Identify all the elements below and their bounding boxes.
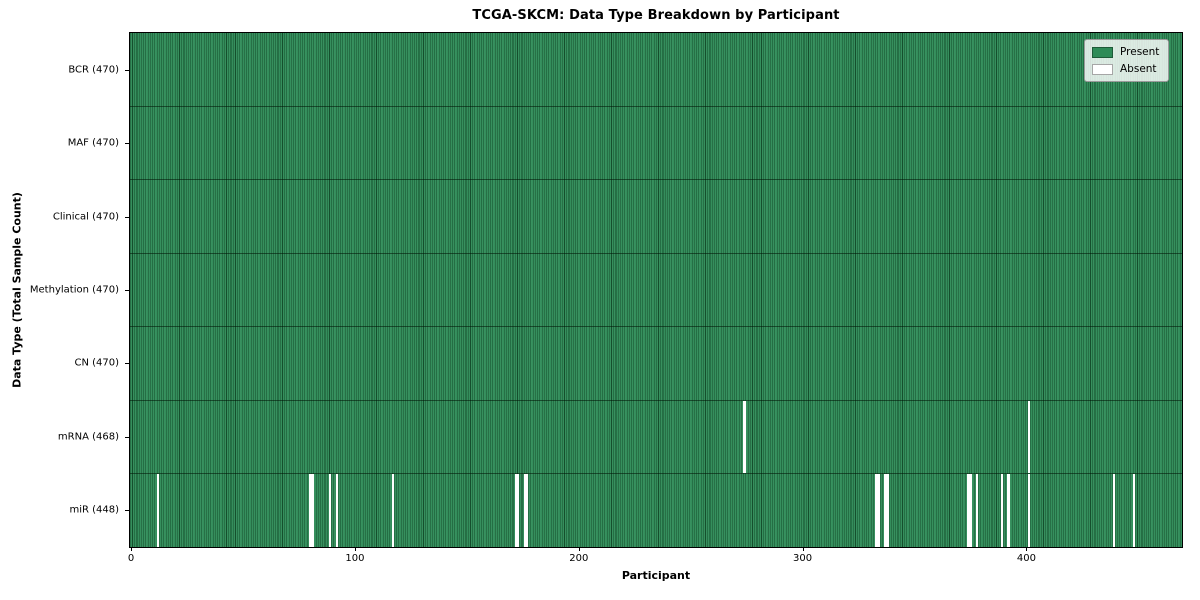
x-tick-mark <box>354 547 356 551</box>
y-tick-label: CN (470) <box>74 357 119 369</box>
absent-gap <box>309 474 312 548</box>
y-tick-label: MAF (470) <box>67 137 119 149</box>
y-tick-label: Clinical (470) <box>52 211 119 223</box>
absent-gap <box>1007 474 1010 548</box>
absent-gap <box>877 474 880 548</box>
x-tick-label: 400 <box>1016 553 1036 564</box>
x-axis: 0 100 200 300 400 <box>127 547 1182 577</box>
absent-gap <box>156 474 160 548</box>
heatmap-row-methylation <box>130 252 1182 327</box>
legend-swatch-present <box>1092 46 1113 58</box>
absent-gap <box>329 474 332 548</box>
x-tick-label: 100 <box>345 553 365 564</box>
absent-gap <box>969 474 972 548</box>
chart-title: TCGA-SKCM: Data Type Breakdown by Partic… <box>472 8 840 23</box>
y-tick-label: BCR (470) <box>68 64 119 76</box>
y-tick-mark <box>125 143 129 145</box>
x-tick-mark <box>802 547 804 551</box>
absent-gap <box>976 474 979 548</box>
legend-swatch-absent <box>1092 63 1113 75</box>
absent-gap <box>517 474 520 548</box>
legend-label: Present <box>1120 46 1160 58</box>
absent-gap <box>1132 474 1135 548</box>
y-tick-mark <box>125 216 129 218</box>
absent-gap <box>526 474 529 548</box>
legend-label: Absent <box>1120 63 1157 75</box>
plot-area <box>129 32 1183 548</box>
x-tick-mark <box>1026 547 1028 551</box>
x-tick-label: 200 <box>569 553 589 564</box>
y-tick-mark <box>125 510 129 512</box>
y-tick-label: mRNA (468) <box>57 431 119 443</box>
absent-gap <box>311 474 314 548</box>
legend-item-absent: Absent <box>1092 63 1159 75</box>
y-axis: BCR (470) MAF (470) Clinical (470) Methylat… <box>0 33 129 547</box>
legend-item-present: Present <box>1092 46 1159 58</box>
absent-gap <box>523 474 527 548</box>
absent-gap <box>875 474 878 548</box>
absent-gap <box>1000 474 1003 548</box>
x-tick-label: 0 <box>127 553 135 564</box>
x-axis-label: Participant <box>621 569 691 582</box>
y-tick-mark <box>125 69 129 71</box>
absent-gap <box>886 474 889 548</box>
y-tick-mark <box>125 290 129 291</box>
absent-gap <box>1112 474 1115 548</box>
legend: Present Absent <box>1084 39 1170 82</box>
absent-gap <box>1027 474 1030 548</box>
absent-gap <box>514 474 518 548</box>
heatmap-row-clinical <box>130 179 1182 253</box>
heatmap-row-mrna <box>130 399 1182 474</box>
y-tick-label: miR (448) <box>69 504 119 516</box>
absent-gap <box>743 400 746 474</box>
y-tick-mark <box>125 363 129 365</box>
absent-gap <box>391 474 395 548</box>
heatmap-row-bcr <box>130 33 1182 106</box>
heatmap-row-mir <box>130 473 1182 548</box>
y-tick-mark <box>125 436 129 438</box>
y-tick-label: Methylation (470) <box>29 284 119 296</box>
x-tick-mark <box>578 547 580 551</box>
absent-gap <box>967 474 970 548</box>
absent-gap <box>335 474 339 548</box>
x-tick-label: 300 <box>793 553 813 564</box>
heatmap-row-cn <box>130 326 1182 400</box>
heatmap-row-maf <box>130 105 1182 180</box>
absent-gap <box>884 474 887 548</box>
absent-gap <box>1027 400 1030 474</box>
x-tick-mark <box>131 547 133 551</box>
